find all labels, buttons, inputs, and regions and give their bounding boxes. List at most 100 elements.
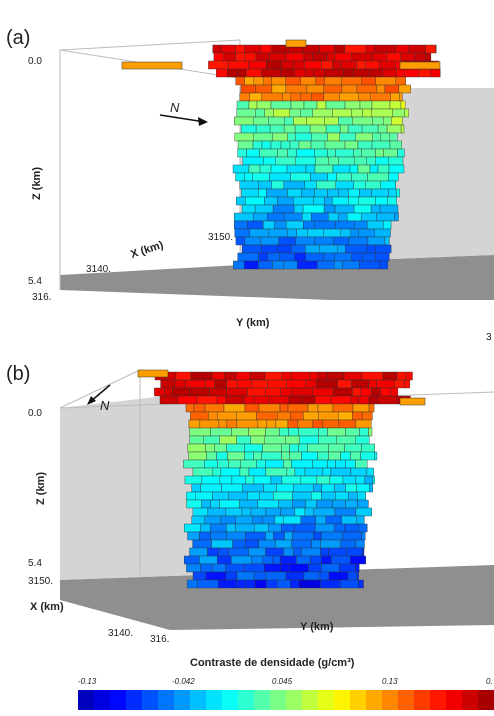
voxel [338,212,348,222]
voxel [348,491,358,501]
voxel [231,427,249,437]
voxel [313,483,322,493]
voxel [232,164,250,174]
voxel [321,531,343,541]
voxel [370,92,391,102]
voxel [198,555,218,565]
voxel [367,220,384,230]
y-label: Y (km) [300,621,334,633]
voxel [250,507,267,517]
voxel [352,116,373,126]
voxel [297,260,318,270]
voxel [223,403,246,413]
voxel [302,212,312,222]
voxel [340,228,351,238]
voxel [376,379,395,389]
voxel [295,156,316,166]
colorbar-tick: -0.042 [172,677,195,686]
voxel [326,52,336,62]
voxel [172,387,190,397]
voxel [380,180,396,190]
voxel [266,579,278,589]
voxel [271,76,286,86]
voxel [355,132,373,142]
voxel [236,100,250,110]
voxel [394,212,399,222]
voxel [286,164,307,174]
voxel [345,244,367,254]
voxel [375,252,390,262]
voxel [241,204,256,214]
voxel [368,403,375,413]
voxel [376,84,386,94]
voxel [293,204,304,214]
voxel [253,475,272,485]
voxel [348,196,359,206]
voxel [226,387,248,397]
voxel [375,196,388,206]
voxel [365,180,381,190]
voxel [281,523,295,533]
voxel [362,411,373,421]
voxel [250,555,263,565]
voxel [263,220,275,230]
voxel [287,132,296,142]
voxel [268,116,285,126]
voxel [345,459,356,469]
voxel [204,515,221,525]
voxel [186,563,201,573]
voxel [244,236,262,246]
voxel [204,403,225,413]
voxel [321,60,333,70]
voxel [290,371,311,381]
voxel [281,475,302,485]
voxel [264,371,283,381]
voxel [314,220,336,230]
voxel [270,475,283,485]
voxel [392,108,405,118]
voxel [234,523,255,533]
voxel [325,515,342,525]
voxel [183,459,205,469]
voxel [191,515,205,525]
voxel [290,92,301,102]
voxel [361,212,377,222]
voxel [340,539,356,549]
voxel [266,60,282,70]
voxel [335,148,354,158]
voxel [358,579,364,589]
voxel [247,491,260,501]
voxel [314,188,328,198]
voxel [329,475,344,485]
voxel [277,148,288,158]
voxel [338,188,349,198]
colorbar-swatch [414,690,431,710]
voxel [333,236,350,246]
colorbar-swatch [94,690,111,710]
voxel [272,260,284,270]
voxel [221,44,237,54]
voxel [239,92,251,102]
voxel [241,507,252,517]
voxel [314,236,335,246]
voxel [293,60,305,70]
voxel [380,387,391,397]
voxel [295,132,312,142]
voxel [371,188,389,198]
voxel [404,68,419,78]
voxel [334,523,345,533]
colorbar-swatch [382,690,399,710]
voxel [316,100,327,110]
voxel [293,483,314,493]
voxel [379,204,399,214]
voxel [303,100,318,110]
voxel [307,403,319,413]
voxel [300,475,318,485]
voxel [320,539,341,549]
voxel [185,403,195,413]
voxel [308,563,322,573]
voxel [382,371,398,381]
voxel [241,188,259,198]
voxel [285,84,308,94]
voxel [352,411,363,421]
